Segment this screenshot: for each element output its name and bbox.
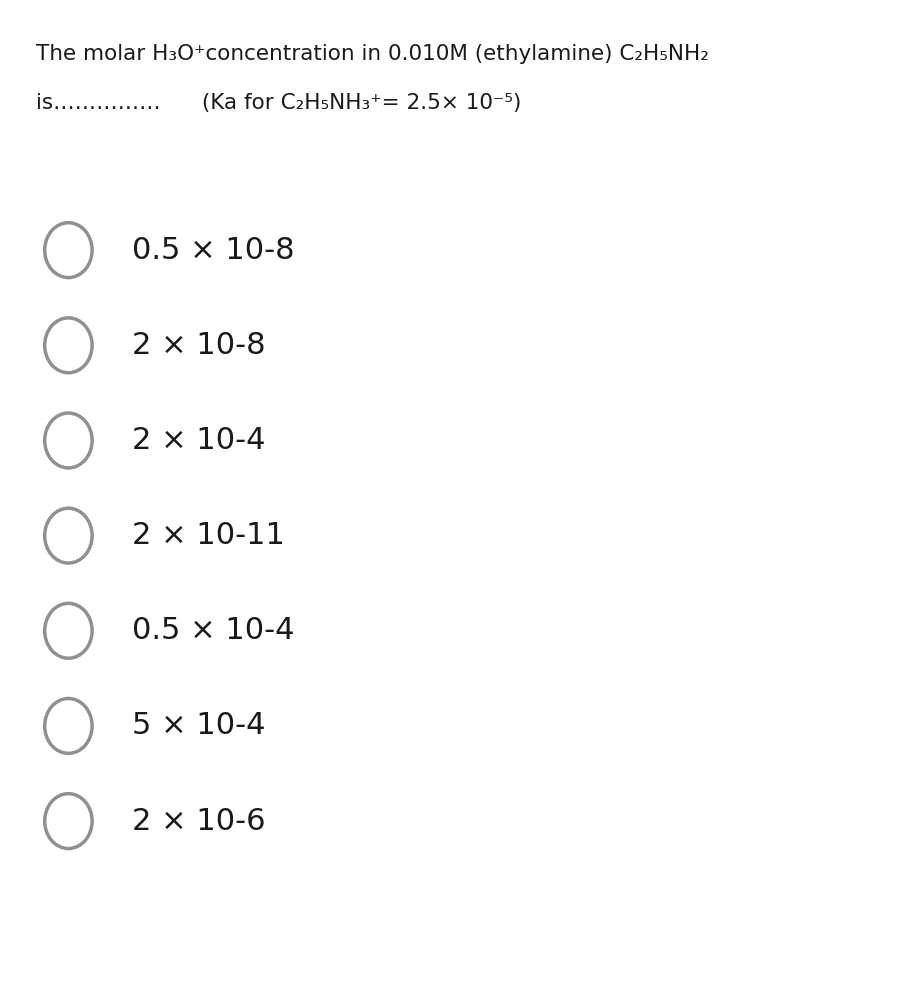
Text: 2 × 10-4: 2 × 10-4 [132,426,265,455]
Text: 5 × 10-4: 5 × 10-4 [132,711,265,741]
Text: 0.5 × 10-8: 0.5 × 10-8 [132,235,294,265]
Text: 0.5 × 10-4: 0.5 × 10-4 [132,616,294,645]
Text: The molar H₃O⁺concentration in 0.010M (ethylamine) C₂H₅NH₂: The molar H₃O⁺concentration in 0.010M (e… [36,44,709,64]
Text: 2 × 10-6: 2 × 10-6 [132,806,265,836]
Text: is……………      (Ka for C₂H₅NH₃⁺= 2.5× 10⁻⁵): is…………… (Ka for C₂H₅NH₃⁺= 2.5× 10⁻⁵) [36,93,521,113]
Text: 2 × 10-11: 2 × 10-11 [132,521,285,550]
Text: 2 × 10-8: 2 × 10-8 [132,331,266,360]
